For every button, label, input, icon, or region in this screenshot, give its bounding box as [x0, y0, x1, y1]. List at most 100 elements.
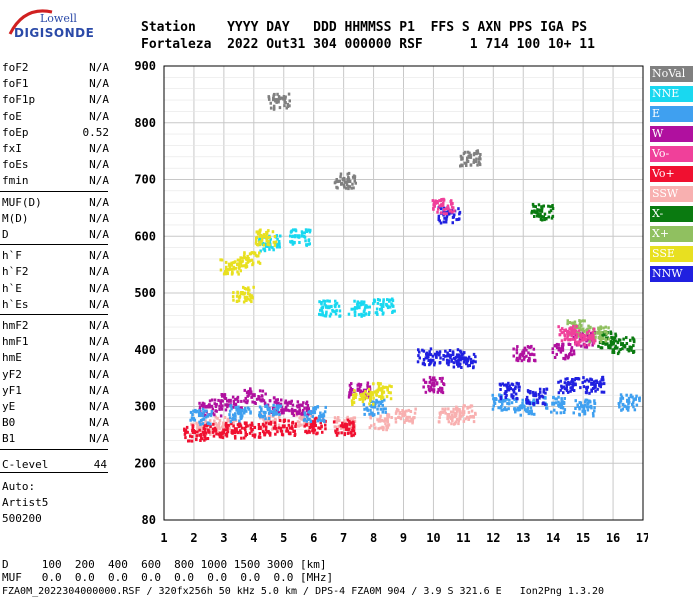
echo-speck [208, 430, 211, 434]
echo-speck [594, 389, 597, 393]
echo-speck [472, 158, 476, 162]
echo-speck [610, 343, 613, 347]
echo-speck [251, 423, 254, 427]
echo-speck [432, 358, 435, 362]
echo-speck [268, 243, 271, 247]
echo-speck [569, 349, 573, 353]
echo-speck [316, 419, 319, 423]
echo-speck [323, 410, 327, 414]
echo-speck [255, 397, 259, 401]
echo-speck [551, 214, 555, 218]
echo-speck [377, 427, 380, 431]
echo-speck [237, 299, 241, 303]
echo-speck [429, 362, 432, 366]
echo-speck [334, 299, 337, 303]
echo-speck [566, 331, 569, 335]
param-row: hmE N/A [2, 351, 109, 365]
echo-speck [283, 100, 286, 104]
param-name: D [2, 228, 9, 241]
echo-speck [224, 397, 228, 401]
param-separator [0, 314, 108, 315]
echo-speck [472, 420, 476, 424]
echo-speck [576, 330, 579, 334]
echo-speck [191, 427, 194, 431]
echo-speck [268, 399, 272, 403]
echo-speck [298, 416, 301, 420]
echo-speck [289, 432, 292, 436]
echo-speck [217, 398, 220, 402]
echo-speck [255, 254, 259, 258]
param-name: yF2 [2, 367, 22, 381]
echo-speck [263, 420, 266, 423]
echo-speck [606, 342, 609, 346]
echo-speck [511, 383, 515, 387]
echo-speck [375, 307, 379, 311]
echo-speck [442, 383, 446, 387]
echo-speck [602, 390, 606, 394]
echo-speck [352, 401, 356, 405]
echo-speck [458, 355, 461, 358]
echo-speck [553, 408, 556, 412]
echo-speck [339, 175, 342, 179]
echo-speck [449, 354, 452, 358]
echo-speck [201, 401, 205, 405]
x-tick-label: 4 [250, 531, 257, 545]
echo-speck [547, 215, 550, 219]
echo-speck [237, 425, 241, 429]
echo-speck [276, 398, 279, 402]
echo-speck [594, 335, 597, 339]
echo-speck [273, 243, 277, 247]
echo-speck [438, 204, 441, 208]
echo-point [341, 424, 346, 429]
echo-speck [528, 411, 531, 415]
echo-speck [381, 312, 385, 316]
echo-speck [260, 394, 264, 398]
echo-speck [447, 207, 450, 211]
echo-speck [255, 239, 258, 242]
echo-speck [338, 314, 341, 318]
echo-speck [395, 407, 399, 411]
echo-speck [317, 426, 320, 430]
echo-speck [185, 425, 189, 429]
echo-speck [210, 412, 213, 416]
echo-speck [231, 295, 235, 299]
echo-speck [405, 409, 408, 413]
echo-speck [442, 357, 445, 361]
echo-speck [433, 204, 436, 208]
echo-speck [590, 378, 594, 382]
echo-speck [218, 419, 222, 423]
echo-speck [273, 421, 277, 425]
echo-speck [347, 312, 351, 316]
echo-speck [458, 217, 461, 221]
echo-speck [551, 204, 554, 207]
echo-speck [351, 388, 354, 392]
echo-speck [468, 416, 471, 420]
echo-speck [585, 386, 588, 389]
echo-speck [525, 354, 528, 358]
echo-speck [325, 312, 328, 316]
echo-speck [279, 402, 283, 406]
param-separator [0, 190, 108, 192]
echo-speck [331, 308, 334, 312]
echo-speck [252, 261, 255, 265]
echo-speck [511, 388, 515, 392]
echo-speck [262, 424, 266, 428]
echo-speck [501, 402, 504, 406]
echo-speck [465, 164, 468, 167]
echo-speck [444, 220, 448, 224]
echo-speck [579, 336, 583, 340]
echo-speck [620, 408, 623, 412]
param-value: N/A [89, 351, 109, 365]
echo-speck [518, 405, 522, 409]
echo-speck [350, 426, 353, 430]
echo-speck [372, 396, 375, 400]
echo-speck [542, 390, 545, 394]
echo-speck [243, 251, 246, 255]
echo-speck [504, 390, 507, 394]
echo-speck [445, 215, 449, 219]
echo-speck [219, 401, 223, 405]
echo-speck [228, 409, 232, 413]
echo-speck [386, 298, 389, 302]
echo-speck [542, 204, 545, 208]
echo-speck [267, 229, 270, 233]
